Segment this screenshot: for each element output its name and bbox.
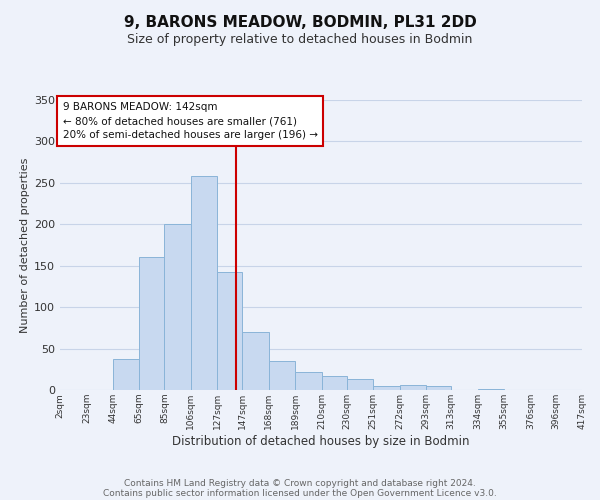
Bar [217,272,242,390]
Bar [400,385,426,390]
Bar [139,258,164,390]
Text: Size of property relative to detached houses in Bodmin: Size of property relative to detached ho… [127,32,473,46]
Bar [113,358,139,390]
Bar [269,361,295,390]
Bar [426,386,451,390]
Bar [478,389,504,390]
Text: 9 BARONS MEADOW: 142sqm
← 80% of detached houses are smaller (761)
20% of semi-d: 9 BARONS MEADOW: 142sqm ← 80% of detache… [62,102,317,140]
Bar [164,224,191,390]
Bar [347,379,373,390]
Text: Contains HM Land Registry data © Crown copyright and database right 2024.: Contains HM Land Registry data © Crown c… [124,478,476,488]
Bar [322,376,347,390]
Bar [191,176,217,390]
Y-axis label: Number of detached properties: Number of detached properties [20,158,30,332]
Bar [295,372,322,390]
X-axis label: Distribution of detached houses by size in Bodmin: Distribution of detached houses by size … [172,434,470,448]
Text: 9, BARONS MEADOW, BODMIN, PL31 2DD: 9, BARONS MEADOW, BODMIN, PL31 2DD [124,15,476,30]
Text: Contains public sector information licensed under the Open Government Licence v3: Contains public sector information licen… [103,488,497,498]
Bar [242,332,269,390]
Bar [373,386,400,390]
